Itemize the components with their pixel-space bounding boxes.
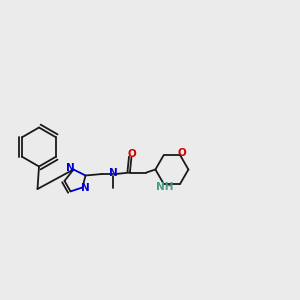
Text: O: O: [127, 149, 136, 160]
Text: N: N: [65, 163, 74, 173]
Text: N: N: [109, 167, 118, 178]
Text: O: O: [177, 148, 186, 158]
Text: N: N: [80, 183, 89, 193]
Text: NH: NH: [156, 182, 174, 192]
